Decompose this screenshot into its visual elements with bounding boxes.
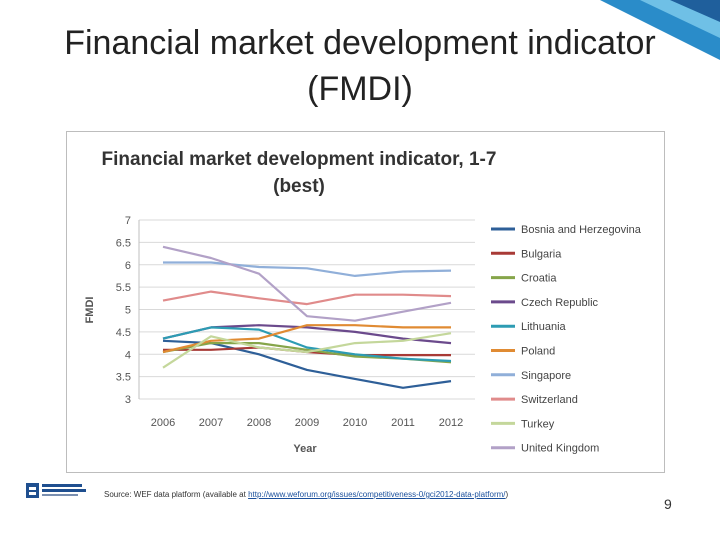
chart-title-line-1: Financial market development indicator, …: [102, 149, 497, 170]
legend-label: Croatia: [521, 273, 557, 285]
legend-label: Singapore: [521, 370, 571, 382]
fmdi-line-chart: Financial market development indicator, …: [84, 149, 642, 455]
chart-frame: Financial market development indicator, …: [66, 131, 665, 473]
legend-label: United Kingdom: [521, 443, 599, 455]
gridlines: [138, 219, 475, 400]
source-link[interactable]: http://www.weforum.org/issues/competitiv…: [248, 490, 506, 499]
y-tick-labels: 3 3.5 4 4.5 5 5.5 6 6.5 7: [116, 215, 131, 406]
x-tick-label: 2009: [295, 417, 319, 429]
series-line-united-kingdom: [162, 245, 452, 322]
y-tick-label: 6: [125, 260, 131, 272]
x-axis-title: Year: [293, 443, 317, 455]
y-tick-label: 5.5: [116, 282, 131, 294]
y-tick-label: 4: [125, 349, 131, 361]
y-axis-title: FMDI: [84, 297, 96, 324]
legend-label: Switzerland: [521, 394, 578, 406]
legend-label: Lithuania: [521, 321, 567, 333]
x-tick-label: 2008: [247, 417, 271, 429]
legend-label: Turkey: [521, 418, 555, 430]
chart-title-line-2: (best): [273, 176, 325, 197]
x-tick-label: 2010: [343, 417, 367, 429]
series-lines: [162, 245, 452, 389]
slide-title: Financial market development indicator (…: [64, 24, 656, 108]
x-tick-label: 2012: [439, 417, 463, 429]
y-tick-label: 6.5: [116, 237, 131, 249]
x-tick-label: 2007: [199, 417, 223, 429]
x-tick-labels: 2006 2007 2008 2009 2010 2011 2012: [151, 417, 463, 429]
series-line-poland: [162, 324, 451, 354]
university-logo: [26, 483, 86, 498]
source-suffix: ): [505, 490, 509, 499]
y-tick-label: 5: [125, 305, 131, 317]
y-tick-label: 3: [125, 394, 131, 406]
x-tick-label: 2006: [151, 417, 175, 429]
corner-decoration: [600, 0, 720, 60]
series-line-singapore: [163, 261, 452, 277]
series-line-lithuania: [162, 326, 452, 363]
legend-label: Bosnia and Herzegovina: [521, 224, 642, 236]
legend-label: Bulgaria: [521, 248, 562, 260]
x-tick-label: 2011: [391, 417, 415, 429]
source-prefix: Source: WEF data platform (available at: [104, 490, 249, 499]
series-line-switzerland: [162, 290, 452, 306]
legend-label: Czech Republic: [521, 297, 599, 309]
page-number: 9: [664, 496, 672, 512]
legend: Bosnia and Herzegovina Bulgaria Croatia Cze…: [491, 224, 642, 455]
source-note: Source: WEF data platform (available at …: [104, 490, 508, 499]
series-line-turkey: [162, 332, 452, 369]
y-tick-label: 7: [125, 215, 131, 227]
legend-label: Poland: [521, 346, 555, 358]
y-tick-label: 4.5: [116, 327, 131, 339]
y-tick-label: 3.5: [116, 372, 131, 384]
